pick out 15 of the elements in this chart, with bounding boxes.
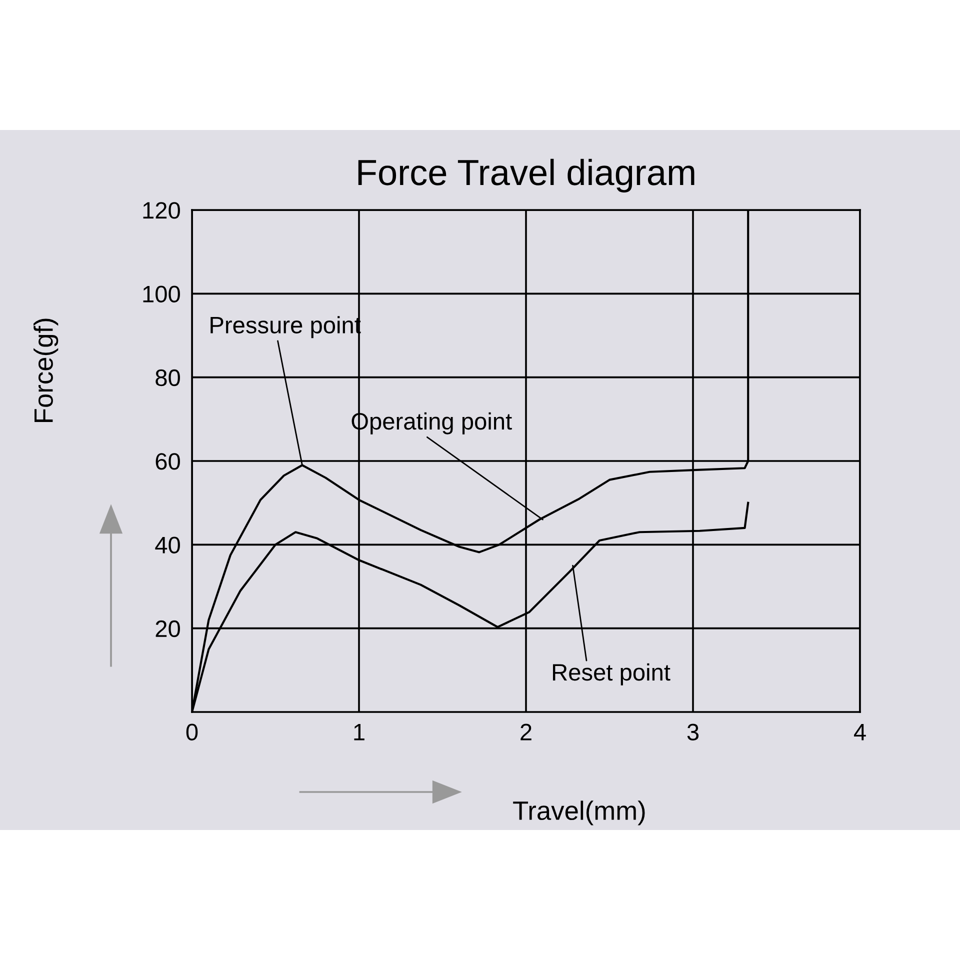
y-tick-label: 40 — [155, 536, 180, 554]
chart-title: Force Travel diagram — [358, 158, 694, 192]
annotation: Reset point — [552, 663, 670, 686]
x-tick-label: 0 — [186, 724, 198, 740]
x-tick-label: 3 — [687, 724, 699, 740]
x-tick-label: 2 — [520, 724, 532, 740]
y-tick-label: 100 — [143, 286, 180, 302]
y-axis-title: Force(gf) — [34, 318, 58, 422]
y-tick-label: 120 — [143, 202, 180, 219]
y-tick-label: 60 — [156, 453, 180, 470]
x-tick-label: 4 — [854, 724, 866, 740]
y-tick-label: 80 — [156, 369, 180, 386]
y-tick-label: 20 — [156, 620, 180, 638]
x-tick-label: 1 — [354, 724, 364, 740]
x-axis-title: Travel(mm) — [513, 800, 645, 826]
